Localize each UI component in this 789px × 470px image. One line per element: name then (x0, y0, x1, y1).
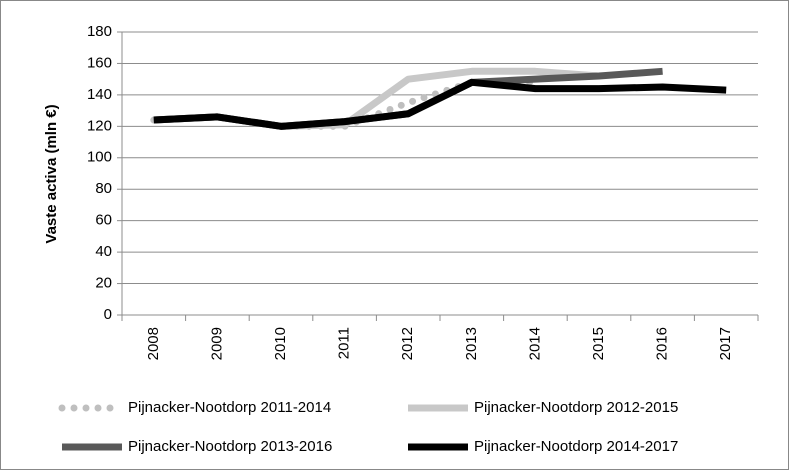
y-tick-label: 80 (95, 180, 112, 197)
x-tick-label: 2010 (272, 327, 289, 360)
legend-label: Pijnacker-Nootdorp 2014-2017 (474, 438, 678, 455)
x-tick-label: 2011 (336, 327, 353, 359)
x-tick-label: 2012 (399, 327, 416, 360)
y-tick-label: 40 (95, 243, 112, 260)
x-tick-label: 2013 (463, 327, 480, 360)
y-tick-label: 180 (87, 23, 112, 40)
y-tick-label: 160 (87, 54, 112, 71)
y-tick-label: 60 (95, 212, 112, 229)
legend-label: Pijnacker-Nootdorp 2012-2015 (474, 399, 678, 416)
x-tick-label: 2015 (590, 327, 607, 360)
y-tick-label: 0 (104, 306, 112, 323)
series-line (153, 78, 727, 130)
x-tick-label: 2009 (208, 327, 225, 360)
x-tick-label: 2014 (526, 327, 543, 360)
legend-label: Pijnacker-Nootdorp 2013-2016 (128, 438, 332, 455)
y-tick-label: 100 (87, 149, 112, 166)
x-tick-label: 2008 (145, 327, 162, 360)
y-axis-label: Vaste activa (mln €) (43, 104, 60, 243)
y-tick-label: 140 (87, 86, 112, 103)
y-tick-label: 120 (87, 117, 112, 134)
x-tick-label: 2016 (654, 327, 671, 360)
x-tick-label: 2017 (717, 327, 734, 360)
y-tick-label: 20 (95, 275, 112, 292)
legend-label: Pijnacker-Nootdorp 2011-2014 (128, 399, 331, 416)
